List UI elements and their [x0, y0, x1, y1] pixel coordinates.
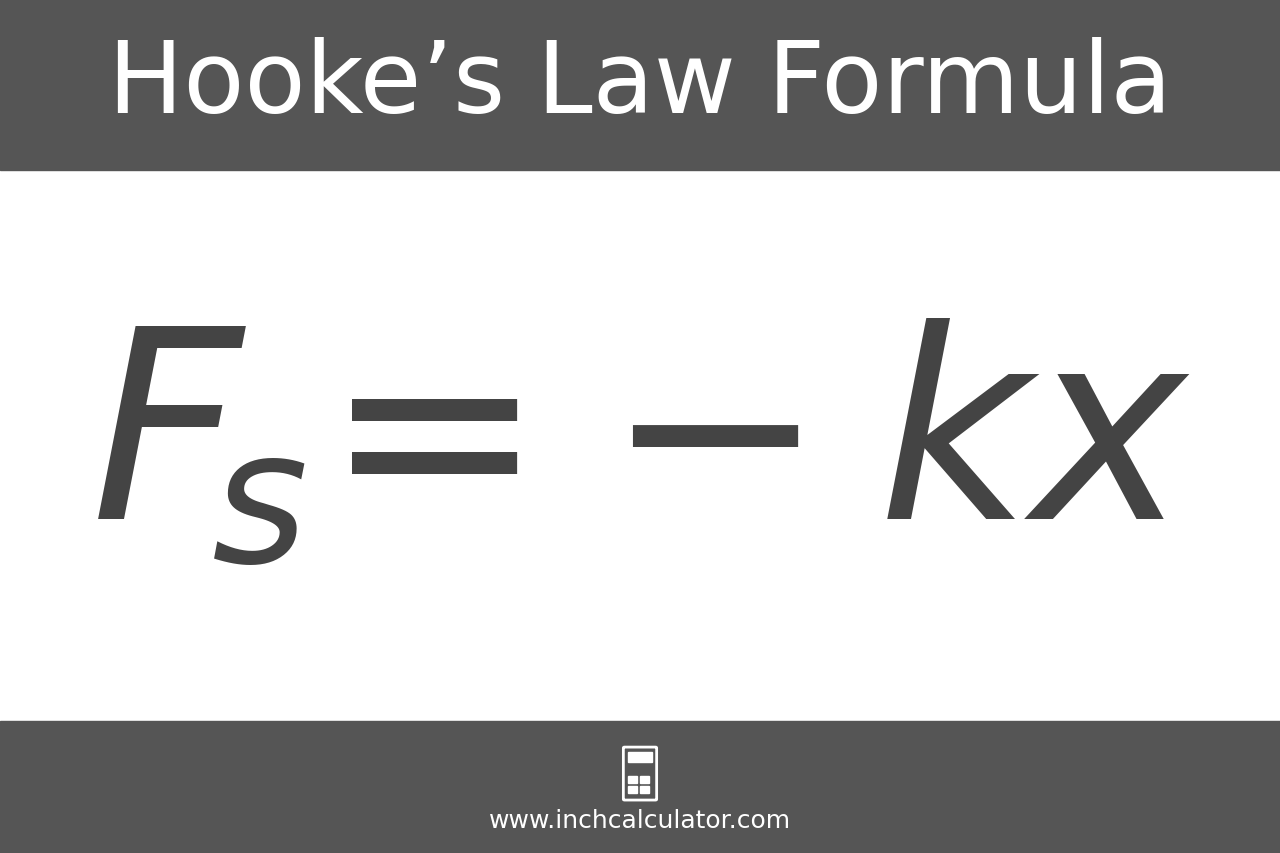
- Bar: [0, 0, 1280, 171]
- Text: $\mathit{F}_{\!\mathit{s}}\!=\!-\mathit{kx}$: $\mathit{F}_{\!\mathit{s}}\!=\!-\mathit{…: [90, 318, 1190, 573]
- Bar: [628, 786, 637, 793]
- Bar: [628, 775, 637, 783]
- Bar: [628, 752, 652, 763]
- Bar: [640, 775, 649, 783]
- Text: Hooke’s Law Formula: Hooke’s Law Formula: [108, 37, 1172, 134]
- Bar: [0, 721, 1280, 853]
- Text: www.inchcalculator.com: www.inchcalculator.com: [489, 808, 791, 832]
- Bar: [640, 786, 649, 793]
